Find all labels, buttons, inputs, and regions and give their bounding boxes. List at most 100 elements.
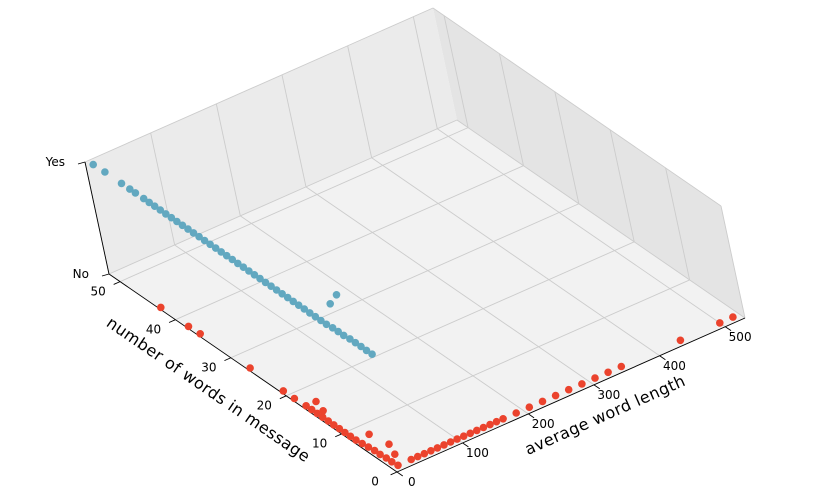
data-point-no (365, 430, 373, 439)
y-tick-mark (335, 433, 342, 438)
data-point-yes (234, 259, 242, 268)
data-point-no (376, 450, 384, 459)
data-point-no (312, 397, 320, 406)
data-point-no (578, 380, 586, 388)
x-tick-label: 200 (532, 417, 555, 431)
data-point-no (196, 330, 204, 338)
y-tick-label: 50 (90, 284, 105, 298)
data-point-no (479, 423, 488, 432)
data-point-yes (167, 213, 176, 222)
grid-floor-x (305, 186, 595, 386)
data-point-no (335, 424, 344, 433)
data-point-yes (368, 350, 376, 359)
data-point-no (246, 364, 254, 372)
data-point-yes (245, 267, 253, 275)
data-point-yes (195, 232, 203, 241)
data-point-yes (217, 248, 225, 256)
grid-floor-y (175, 165, 524, 321)
data-point-yes (256, 274, 264, 283)
data-point-no (157, 303, 165, 312)
grid-side-z (432, 7, 722, 207)
data-point-yes (261, 278, 270, 287)
data-point-yes (206, 240, 214, 249)
data-point-yes (322, 320, 331, 329)
data-point-yes (250, 271, 259, 279)
data-point-no (473, 426, 481, 435)
data-point-no (370, 446, 379, 455)
x-tick-mark (528, 413, 535, 419)
data-point-yes (178, 221, 187, 230)
grid-side-y (499, 53, 524, 166)
data-point-yes (346, 335, 354, 343)
data-point-yes (283, 293, 292, 302)
grid-floor-y (230, 203, 580, 359)
data-point-no (453, 435, 461, 443)
data-point-no (466, 429, 475, 438)
data-point-no (499, 415, 507, 423)
floor-pane (109, 120, 745, 472)
data-point-yes (272, 286, 281, 294)
grid-floor-x (371, 157, 660, 357)
data-point-yes (326, 300, 335, 308)
data-point-no (446, 438, 455, 446)
data-point-no (525, 403, 534, 412)
data-point-no (420, 449, 429, 458)
data-point-yes (228, 255, 237, 264)
data-point-yes (362, 346, 371, 355)
data-point-no (538, 397, 547, 406)
grid-side-z (456, 119, 746, 319)
data-point-no (512, 409, 520, 417)
data-point-no (352, 436, 360, 444)
data-point-yes (294, 301, 303, 310)
data-point-no (279, 387, 288, 395)
data-point-no (617, 362, 626, 371)
grid-side-y (665, 167, 691, 281)
axis-panes (85, 8, 745, 472)
grid-back-x (215, 103, 241, 216)
data-point-no (440, 441, 448, 449)
data-point-no (591, 374, 599, 382)
data-point-no (385, 440, 393, 449)
grid-side-y (609, 129, 635, 242)
z-tick-label: Yes (45, 155, 65, 169)
grid-side-y (554, 91, 580, 204)
data-point-yes (289, 297, 298, 306)
data-point-yes (351, 338, 360, 347)
data-point-no (388, 458, 396, 466)
x-tick-label: 500 (729, 330, 752, 344)
grid-back-x (412, 16, 438, 129)
data-point-no (318, 413, 327, 422)
grid-back-x (347, 45, 373, 158)
x-axis-line (396, 317, 746, 473)
data-point-yes (334, 327, 343, 336)
side-pane (433, 8, 745, 318)
z-axis-line (84, 161, 110, 275)
x-tick-mark (462, 442, 469, 448)
grid-back-z (84, 7, 434, 163)
data-point-no (313, 409, 322, 418)
data-point-no (341, 428, 349, 437)
data-point-no (290, 394, 299, 403)
data-point-no (427, 447, 435, 455)
y-tick-mark (168, 319, 176, 323)
y-tick-label: 10 (312, 437, 327, 451)
grid-lines (84, 7, 746, 473)
data-point-yes (131, 189, 140, 197)
data-point-no (307, 405, 316, 414)
y-tick-mark (113, 281, 121, 285)
data-point-yes (101, 168, 109, 176)
grid-floor-x (437, 128, 726, 328)
data-point-no (459, 432, 468, 441)
x-tick-mark (593, 384, 601, 390)
data-point-no (184, 322, 193, 331)
data-point-no (330, 421, 338, 429)
data-point-no (604, 368, 612, 377)
y-tick-label: 20 (257, 399, 272, 413)
data-point-no (346, 432, 355, 441)
data-point-yes (332, 291, 341, 299)
data-point-yes (162, 210, 170, 218)
data-point-no (413, 452, 422, 461)
data-point-no (364, 443, 373, 451)
